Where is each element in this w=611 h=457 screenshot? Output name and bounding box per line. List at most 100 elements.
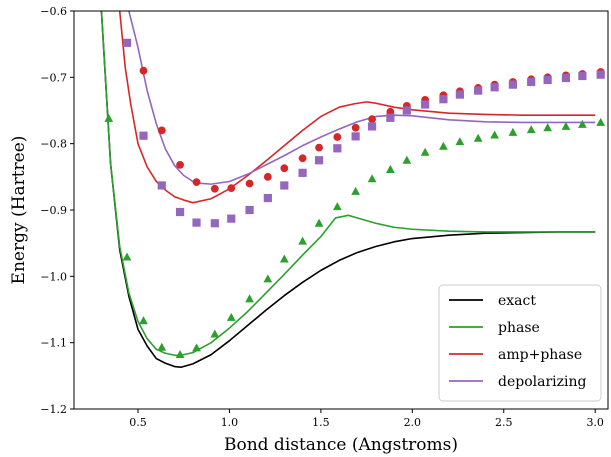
square-marker	[210, 219, 219, 228]
y-tick-label: −1.0	[40, 270, 67, 283]
circle-marker	[298, 154, 307, 163]
circle-marker	[176, 160, 184, 169]
square-marker	[122, 38, 132, 47]
square-marker	[474, 86, 483, 95]
circle-marker	[263, 172, 272, 181]
x-tick-label: 3.0	[586, 416, 604, 429]
triangle-marker	[298, 236, 307, 245]
square-marker	[314, 156, 324, 165]
y-tick-label: −0.7	[40, 71, 67, 84]
x-tick-label: 1.0	[221, 416, 239, 429]
square-marker	[333, 144, 342, 153]
x-axis: 0.5 1.0 1.5 2.0 2.5 3.0	[129, 409, 604, 429]
square-marker	[280, 181, 289, 190]
legend: exact phase amp+phase depolarizing	[438, 284, 602, 402]
square-marker	[439, 95, 448, 104]
triangle-marker	[490, 130, 499, 139]
square-marker	[596, 70, 605, 79]
triangle-marker	[367, 174, 377, 183]
y-tick-label: −0.9	[40, 204, 67, 217]
square-marker	[543, 75, 552, 85]
triangle-marker	[351, 186, 361, 195]
x-tick-label: 0.5	[129, 416, 147, 429]
triangle-marker	[139, 316, 148, 325]
circle-marker	[210, 184, 219, 193]
square-marker	[175, 207, 185, 217]
triangle-marker	[402, 155, 412, 164]
triangle-marker	[263, 274, 273, 283]
square-marker	[490, 83, 499, 92]
legend-box	[438, 284, 602, 402]
circle-marker	[351, 123, 360, 132]
circle-marker	[280, 164, 289, 173]
circle-marker	[245, 179, 254, 188]
square-marker	[227, 214, 236, 223]
triangle-marker	[226, 312, 236, 321]
legend-label-amp-phase: amp+phase	[498, 347, 582, 363]
triangle-marker	[332, 202, 342, 211]
square-marker	[561, 73, 571, 83]
square-marker	[455, 90, 464, 99]
square-marker	[192, 218, 201, 227]
square-marker	[298, 168, 307, 177]
square-marker	[402, 106, 411, 115]
y-tick-label: −0.8	[40, 138, 67, 151]
square-marker	[508, 80, 518, 89]
circle-marker	[227, 184, 236, 193]
square-marker	[351, 132, 360, 141]
y-tick-label: −0.6	[40, 5, 67, 18]
square-marker	[386, 113, 395, 122]
series-line-phase	[100, 11, 596, 357]
triangle-marker	[508, 127, 518, 136]
triangle-marker	[561, 121, 571, 130]
triangle-marker	[526, 125, 536, 134]
triangle-marker	[439, 141, 448, 150]
square-marker	[157, 181, 166, 190]
triangle-marker	[210, 329, 220, 338]
square-marker	[527, 77, 536, 87]
series-line-exact	[100, 11, 596, 369]
series-line-amp-phase	[118, 11, 596, 204]
legend-label-exact: exact	[498, 293, 536, 309]
y-axis: −1.2 −1.1 −1.0 −0.9 −0.8 −0.7 −0.6	[40, 5, 74, 416]
plot-area	[100, 11, 606, 369]
triangle-marker	[386, 164, 395, 173]
triangle-marker	[192, 343, 201, 352]
legend-label-depolarizing: depolarizing	[498, 374, 587, 390]
x-tick-label: 1.5	[312, 416, 330, 429]
triangle-marker	[157, 342, 167, 351]
triangle-marker	[104, 113, 114, 122]
triangle-marker	[420, 147, 430, 156]
y-axis-title: Energy (Hartree)	[9, 136, 29, 285]
square-marker	[578, 71, 587, 81]
triangle-marker	[473, 133, 483, 142]
triangle-marker	[122, 252, 132, 261]
triangle-marker	[596, 117, 606, 126]
circle-marker	[368, 115, 376, 124]
triangle-marker	[279, 254, 289, 263]
square-marker	[421, 100, 430, 109]
circle-marker	[333, 133, 342, 141]
triangle-marker	[578, 119, 587, 128]
y-tick-label: −1.2	[40, 403, 67, 416]
triangle-marker	[245, 294, 254, 303]
x-tick-label: 2.5	[495, 416, 513, 429]
x-axis-title: Bond distance (Angstroms)	[224, 435, 458, 455]
triangle-marker	[314, 218, 324, 227]
legend-label-phase: phase	[498, 320, 540, 336]
circle-marker	[157, 126, 166, 135]
square-marker	[245, 205, 254, 215]
circle-marker	[315, 143, 323, 152]
triangle-marker	[543, 123, 553, 132]
square-marker	[367, 122, 377, 131]
triangle-marker	[455, 137, 465, 146]
square-marker	[263, 193, 272, 203]
square-marker	[139, 131, 148, 140]
circle-marker	[139, 66, 148, 75]
x-tick-label: 2.0	[404, 416, 422, 429]
triangle-marker	[175, 350, 185, 359]
circle-marker	[192, 178, 201, 187]
y-tick-label: −1.1	[40, 337, 67, 350]
series-line-depolarizing	[128, 11, 596, 185]
